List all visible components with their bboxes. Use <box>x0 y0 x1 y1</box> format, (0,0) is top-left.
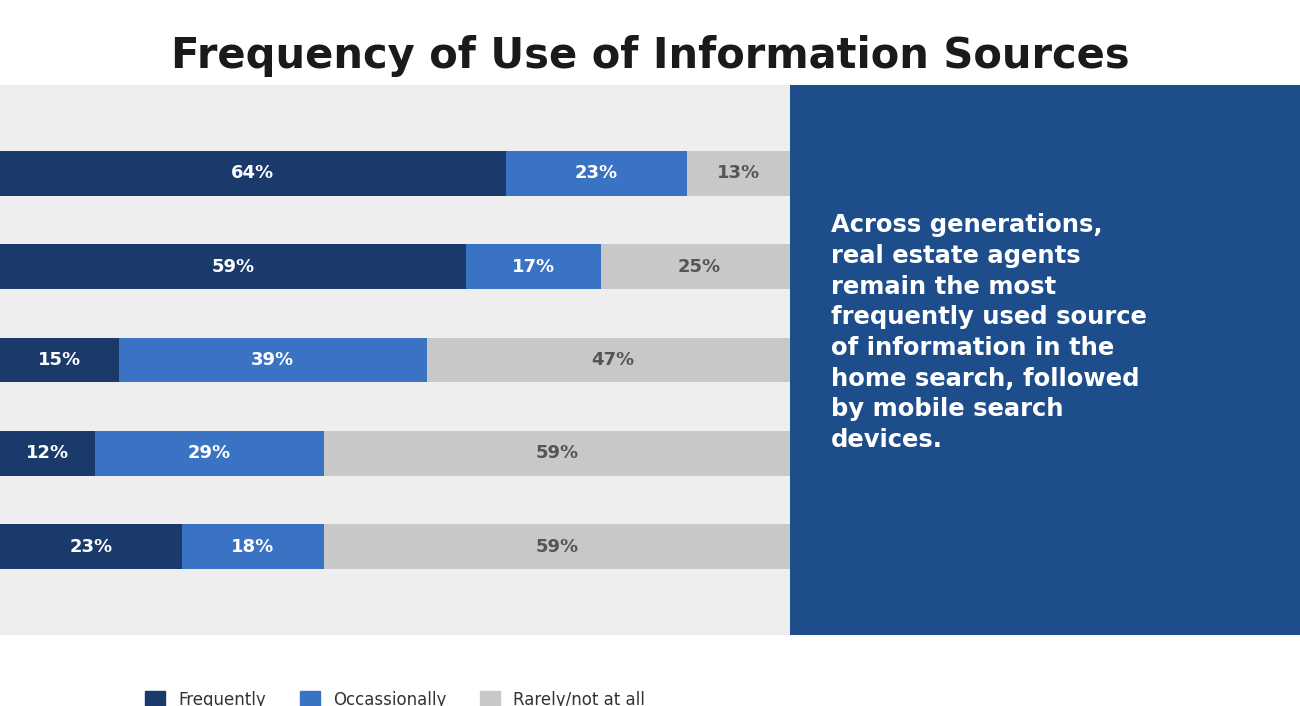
Legend: Frequently, Occassionally, Rarely/not at all: Frequently, Occassionally, Rarely/not at… <box>139 684 651 706</box>
Text: 23%: 23% <box>69 538 112 556</box>
Text: 18%: 18% <box>231 538 274 556</box>
Text: 12%: 12% <box>26 444 69 462</box>
Text: Frequency of Use of Information Sources: Frequency of Use of Information Sources <box>170 35 1130 77</box>
Text: Across generations,
real estate agents
remain the most
frequently used source
of: Across generations, real estate agents r… <box>831 213 1147 452</box>
Bar <box>95 431 324 476</box>
Bar <box>0 151 506 196</box>
Bar <box>324 431 790 476</box>
Text: 17%: 17% <box>512 258 555 276</box>
Bar <box>506 151 688 196</box>
Bar <box>426 337 798 383</box>
Text: 39%: 39% <box>251 351 294 369</box>
Bar <box>118 337 426 383</box>
Bar <box>0 337 118 383</box>
Bar <box>0 431 95 476</box>
Text: 25%: 25% <box>677 258 722 276</box>
Text: 15%: 15% <box>38 351 81 369</box>
Text: 59%: 59% <box>536 538 579 556</box>
Text: 29%: 29% <box>187 444 231 462</box>
Bar <box>688 151 790 196</box>
Bar <box>467 244 601 289</box>
Bar <box>324 525 790 569</box>
Bar <box>0 525 182 569</box>
Text: 23%: 23% <box>575 164 619 182</box>
Text: 13%: 13% <box>718 164 760 182</box>
Text: 64%: 64% <box>231 164 274 182</box>
Text: 59%: 59% <box>536 444 579 462</box>
Bar <box>0 244 467 289</box>
Text: 47%: 47% <box>590 351 634 369</box>
Bar <box>182 525 324 569</box>
Text: 59%: 59% <box>212 258 255 276</box>
Bar <box>601 244 798 289</box>
